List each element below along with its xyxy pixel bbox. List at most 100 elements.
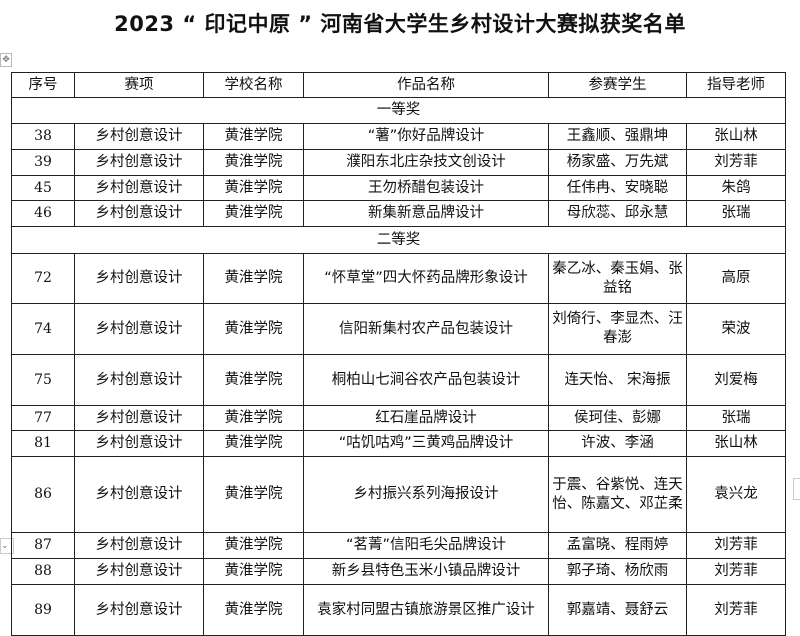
table-row: 74 乡村创意设计 黄淮学院 信阳新集村农产品包装设计 刘倚行、李显杰、汪春澎 荣波	[11, 303, 786, 355]
category-cell: 乡村创意设计	[74, 532, 204, 559]
students-cell: 王鑫顺、强鼎坤	[548, 123, 687, 150]
school-cell: 黄淮学院	[203, 456, 304, 533]
work-title-cell: 濮阳东北庄杂技文创设计	[303, 149, 549, 176]
school-cell: 黄淮学院	[203, 532, 304, 559]
work-title-cell: 王勿桥醋包装设计	[303, 175, 549, 201]
advisor-cell: 张瑞	[686, 200, 786, 227]
students-cell: 郭子琦、杨欣雨	[548, 558, 687, 585]
school-cell: 黄淮学院	[203, 405, 304, 431]
table-row: 88 乡村创意设计 黄淮学院 新乡县特色玉米小镇品牌设计 郭子琦、杨欣雨 刘芳菲	[11, 558, 786, 585]
work-title-cell: “咕饥咕鸡”三黄鸡品牌设计	[303, 430, 549, 457]
work-title-cell: 乡村振兴系列海报设计	[303, 456, 549, 533]
table-row: 89 乡村创意设计 黄淮学院 袁家村同盟古镇旅游景区推广设计 郭嘉靖、聂舒云 刘芳菲	[11, 584, 786, 636]
students-cell: 杨家盛、万先斌	[548, 149, 687, 176]
students-cell: 任伟冉、安晓聪	[548, 175, 687, 201]
advisor-cell: 张山林	[686, 430, 786, 457]
header-cell: 学校名称	[203, 72, 304, 98]
table-row: 45 乡村创意设计 黄淮学院 王勿桥醋包装设计 任伟冉、安晓聪 朱鸽	[11, 175, 786, 201]
row-number-cell: 81	[11, 430, 75, 457]
row-number-cell: 88	[11, 558, 75, 585]
header-cell: 指导老师	[686, 72, 786, 98]
advisor-cell: 刘芳菲	[686, 149, 786, 176]
school-cell: 黄淮学院	[203, 175, 304, 201]
header-cell: 作品名称	[303, 72, 549, 98]
award-table: 序号 赛项 学校名称 作品名称 参赛学生 指导老师 一等奖 38 乡村创意设计 黄淮学…	[11, 72, 786, 636]
add-column-handle[interactable]	[793, 478, 800, 500]
row-number-cell: 46	[11, 200, 75, 227]
category-cell: 乡村创意设计	[74, 430, 204, 457]
row-number-cell: 45	[11, 175, 75, 201]
advisor-cell: 袁兴龙	[686, 456, 786, 533]
work-title-cell: 信阳新集村农产品包装设计	[303, 303, 549, 355]
school-cell: 黄淮学院	[203, 123, 304, 150]
document-title: 2023 “ 印记中原 ” 河南省大学生乡村设计大赛拟获奖名单	[114, 12, 686, 36]
school-cell: 黄淮学院	[203, 584, 304, 636]
work-title-cell: “茗菁”信阳毛尖品牌设计	[303, 532, 549, 559]
table-row: 72 乡村创意设计 黄淮学院 “怀草堂”四大怀药品牌形象设计 秦乙冰、秦玉娟、张益铭 高原	[11, 253, 786, 304]
table-row: 81 乡村创意设计 黄淮学院 “咕饥咕鸡”三黄鸡品牌设计 许波、李涵 张山林	[11, 430, 786, 457]
students-cell: 孟富晓、程雨婷	[548, 532, 687, 559]
table-row: 87 乡村创意设计 黄淮学院 “茗菁”信阳毛尖品牌设计 孟富晓、程雨婷 刘芳菲	[11, 532, 786, 559]
row-number-cell: 86	[11, 456, 75, 533]
table-row: 46 乡村创意设计 黄淮学院 新集新意品牌设计 母欣蕊、邱永慧 张瑞	[11, 200, 786, 227]
students-cell: 许波、李涵	[548, 430, 687, 457]
table-row: 39 乡村创意设计 黄淮学院 濮阳东北庄杂技文创设计 杨家盛、万先斌 刘芳菲	[11, 149, 786, 176]
school-cell: 黄淮学院	[203, 253, 304, 304]
category-cell: 乡村创意设计	[74, 303, 204, 355]
table-row: 86 乡村创意设计 黄淮学院 乡村振兴系列海报设计 于震、谷紫悦、连天怡、陈嘉文、邓芷柔…	[11, 456, 786, 533]
advisor-cell: 刘爱梅	[686, 354, 786, 406]
category-cell: 乡村创意设计	[74, 456, 204, 533]
work-title-cell: “怀草堂”四大怀药品牌形象设计	[303, 253, 549, 304]
category-cell: 乡村创意设计	[74, 354, 204, 406]
advisor-cell: 刘芳菲	[686, 584, 786, 636]
row-number-cell: 39	[11, 149, 75, 176]
work-title-cell: 新集新意品牌设计	[303, 200, 549, 227]
section-label: 二等奖	[11, 226, 786, 254]
row-number-cell: 77	[11, 405, 75, 431]
category-cell: 乡村创意设计	[74, 584, 204, 636]
work-title-cell: “薯”你好品牌设计	[303, 123, 549, 150]
category-cell: 乡村创意设计	[74, 558, 204, 585]
school-cell: 黄淮学院	[203, 149, 304, 176]
category-cell: 乡村创意设计	[74, 200, 204, 227]
advisor-cell: 张瑞	[686, 405, 786, 431]
advisor-cell: 朱鸽	[686, 175, 786, 201]
section-label: 一等奖	[11, 97, 786, 124]
category-cell: 乡村创意设计	[74, 175, 204, 201]
header-cell: 序号	[11, 72, 75, 98]
table-move-handle-icon[interactable]: ✥	[0, 53, 12, 67]
school-cell: 黄淮学院	[203, 303, 304, 355]
section-row: 一等奖	[11, 97, 786, 124]
category-cell: 乡村创意设计	[74, 253, 204, 304]
school-cell: 黄淮学院	[203, 354, 304, 406]
school-cell: 黄淮学院	[203, 558, 304, 585]
section-row: 二等奖	[11, 226, 786, 254]
row-number-cell: 72	[11, 253, 75, 304]
work-title-cell: 新乡县特色玉米小镇品牌设计	[303, 558, 549, 585]
school-cell: 黄淮学院	[203, 200, 304, 227]
category-cell: 乡村创意设计	[74, 405, 204, 431]
row-number-cell: 87	[11, 532, 75, 559]
header-cell: 参赛学生	[548, 72, 687, 98]
advisor-cell: 张山林	[686, 123, 786, 150]
header-row: 序号 赛项 学校名称 作品名称 参赛学生 指导老师	[11, 72, 786, 98]
row-number-cell: 38	[11, 123, 75, 150]
students-cell: 刘倚行、李显杰、汪春澎	[548, 303, 687, 355]
table-row: 38 乡村创意设计 黄淮学院 “薯”你好品牌设计 王鑫顺、强鼎坤 张山林	[11, 123, 786, 150]
row-number-cell: 74	[11, 303, 75, 355]
students-cell: 郭嘉靖、聂舒云	[548, 584, 687, 636]
category-cell: 乡村创意设计	[74, 123, 204, 150]
students-cell: 侯珂佳、彭娜	[548, 405, 687, 431]
work-title-cell: 红石崖品牌设计	[303, 405, 549, 431]
table-row: 77 乡村创意设计 黄淮学院 红石崖品牌设计 侯珂佳、彭娜 张瑞	[11, 405, 786, 431]
category-cell: 乡村创意设计	[74, 149, 204, 176]
students-cell: 秦乙冰、秦玉娟、张益铭	[548, 253, 687, 304]
advisor-cell: 荣波	[686, 303, 786, 355]
students-cell: 于震、谷紫悦、连天怡、陈嘉文、邓芷柔	[548, 456, 687, 533]
header-cell: 赛项	[74, 72, 204, 98]
table-row: 75 乡村创意设计 黄淮学院 桐柏山七涧谷农产品包装设计 连天怡、 宋海振 刘爱梅	[11, 354, 786, 406]
work-title-cell: 桐柏山七涧谷农产品包装设计	[303, 354, 549, 406]
students-cell: 母欣蕊、邱永慧	[548, 200, 687, 227]
advisor-cell: 刘芳菲	[686, 532, 786, 559]
row-number-cell: 75	[11, 354, 75, 406]
